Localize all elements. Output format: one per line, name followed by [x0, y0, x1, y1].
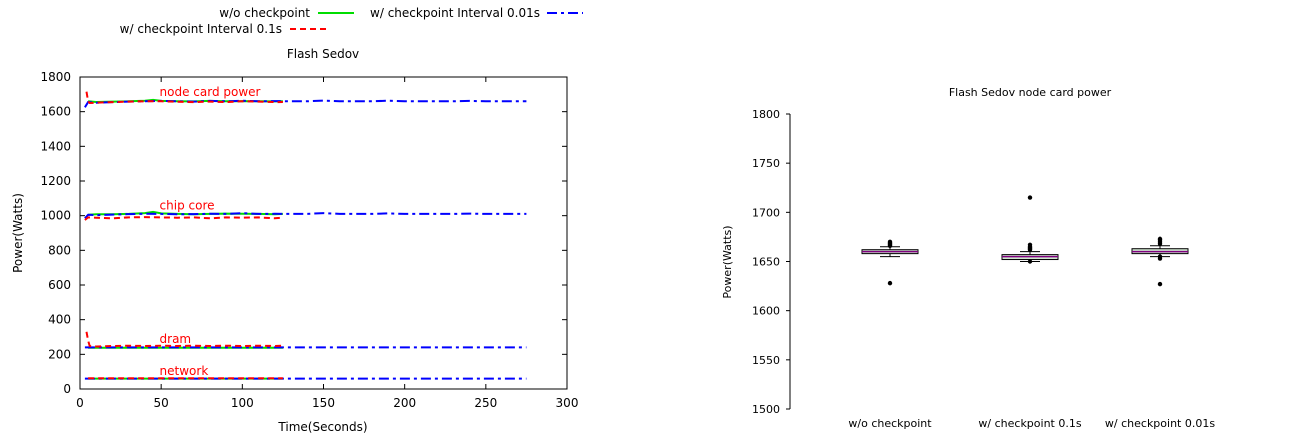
box-2	[1131, 236, 1189, 287]
series-w-checkpoint-interval-0-1s	[84, 91, 283, 380]
outlier-point	[1157, 236, 1163, 242]
y-tick-label: 1500	[752, 403, 780, 416]
y-tick-label: 1600	[40, 105, 71, 119]
annotation-label: dram	[160, 332, 192, 346]
y-axis-label: Power(Watts)	[721, 225, 734, 298]
annotations: node card power chip core dram network	[160, 85, 261, 378]
legend-item: w/o checkpoint	[219, 6, 354, 20]
y-tick-label: 1550	[752, 354, 780, 367]
line-chart-flash-sedov: w/o checkpoint w/ checkpoint Interval 0.0…	[11, 6, 583, 434]
y-tick-label: 1750	[752, 157, 780, 170]
y-tick-label: 1800	[40, 70, 71, 84]
series-w-checkpoint-interval-0-01s	[84, 99, 527, 380]
y-tick-label: 1000	[40, 209, 71, 223]
axis-ticks: 1500 1550 1600 1650 1700 1750 1800 w/o checkpoi…	[752, 108, 1215, 430]
legend-label: w/ checkpoint Interval 0.01s	[370, 6, 540, 20]
x-category-label: w/ checkpoint 0.01s	[1105, 417, 1215, 430]
y-tick-label: 1600	[752, 305, 780, 318]
x-tick-label: 0	[76, 396, 84, 410]
series-line-2-2	[85, 331, 283, 348]
series-line-2-1	[84, 216, 283, 221]
x-tick-label: 250	[474, 396, 497, 410]
chart-title: Flash Sedov	[287, 47, 359, 61]
y-tick-label: 400	[48, 313, 71, 327]
legend-label: w/ checkpoint Interval 0.1s	[120, 22, 282, 36]
outlier-point	[1157, 281, 1163, 287]
y-axis-label: Power(Watts)	[11, 193, 25, 273]
y-tick-label: 1800	[752, 108, 780, 121]
annotation-label: node card power	[160, 85, 261, 99]
series-line-2-0	[85, 91, 283, 105]
x-category-label: w/ checkpoint 0.1s	[978, 417, 1081, 430]
legend-item: w/ checkpoint Interval 0.01s	[370, 6, 583, 20]
outlier-point	[887, 280, 893, 286]
x-tick-label: 300	[556, 396, 579, 410]
x-axis-label: Time(Seconds)	[277, 420, 367, 434]
x-tick-label: 150	[312, 396, 335, 410]
box-series	[861, 195, 1189, 287]
legend-label: w/o checkpoint	[219, 6, 310, 20]
y-tick-label: 800	[48, 243, 71, 257]
plot-frame	[79, 76, 568, 390]
axis-ticks: 0 50 100 150 200 250 300 0 200 400 600 800 1000 1200 1…	[40, 70, 578, 410]
chart-title: Flash Sedov node card power	[949, 86, 1112, 99]
y-tick-label: 1700	[752, 206, 780, 219]
y-tick-label: 1400	[40, 139, 71, 153]
outlier-point	[1157, 254, 1163, 259]
y-tick-label: 0	[63, 382, 71, 396]
chart-legend: w/o checkpoint w/ checkpoint Interval 0.0…	[120, 6, 583, 36]
y-tick-label: 200	[48, 347, 71, 361]
series-line-1-1	[84, 212, 527, 219]
annotation-label: chip core	[160, 199, 215, 213]
outlier-point	[1027, 195, 1033, 200]
x-category-label: w/o checkpoint	[848, 417, 932, 430]
box-1	[1001, 195, 1059, 264]
x-tick-label: 50	[154, 396, 169, 410]
annotation-label: network	[160, 364, 209, 378]
outlier-point	[1027, 259, 1033, 264]
outlier-point	[1027, 242, 1033, 247]
y-tick-label: 1650	[752, 256, 780, 269]
box-plot-node-card-power: Flash Sedov node card power 1500 1550 1600…	[721, 86, 1215, 430]
series-lines	[84, 91, 527, 380]
x-tick-label: 100	[231, 396, 254, 410]
outlier-point	[887, 239, 893, 245]
series-line-1-0	[84, 99, 527, 108]
x-tick-label: 200	[393, 396, 416, 410]
box-0	[861, 239, 919, 286]
legend-item: w/ checkpoint Interval 0.1s	[120, 22, 326, 36]
y-tick-label: 600	[48, 278, 71, 292]
y-tick-label: 1200	[40, 174, 71, 188]
